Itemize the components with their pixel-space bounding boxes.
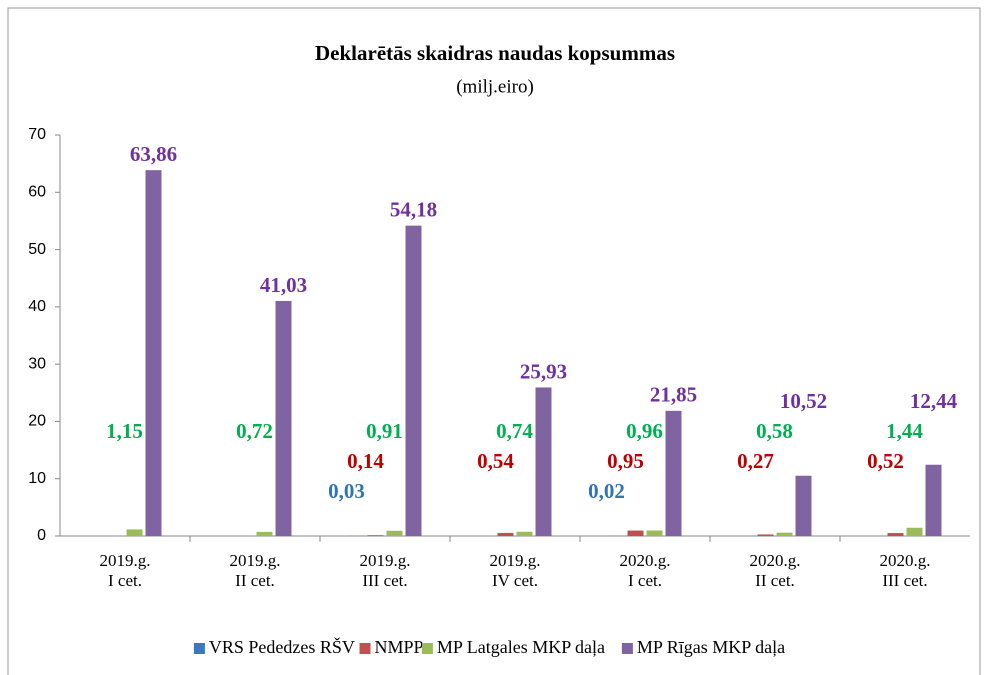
bar [887,533,904,536]
x-tick-label: III cet. [362,571,407,590]
x-tick-label: 2019.g. [230,551,281,570]
legend-swatch [359,643,371,654]
value-label: 10,52 [780,389,827,413]
x-tick-label: II cet. [755,571,795,590]
chart-subtitle: (milj.eiro) [456,76,534,97]
x-tick-label: III cet. [882,571,927,590]
value-label: 0,54 [477,449,514,473]
value-label: 0,03 [328,479,365,503]
value-label: 0,95 [607,449,644,473]
value-label: 63,86 [130,142,177,166]
y-tick-label: 60 [28,184,46,201]
legend-swatch [421,643,433,654]
x-tick-label: 2019.g. [360,551,411,570]
value-label: 1,44 [886,419,923,443]
bar [405,225,422,536]
y-tick-label: 30 [28,355,46,372]
chart-title: Deklarētās skaidras naudas kopsummas [315,41,675,65]
chart-border [7,7,981,675]
bar [497,532,514,536]
bar [256,531,273,536]
x-tick-label: IV cet. [492,571,538,590]
value-label: 21,85 [650,383,697,407]
value-label: 25,93 [520,359,567,383]
x-tick-label: 2020.g. [880,551,931,570]
legend-label: MP Rīgas MKP daļa [637,637,785,657]
legend-label: NMPP [375,637,424,657]
bar [126,529,143,536]
x-tick-label: II cet. [235,571,275,590]
x-tick-label: 2019.g. [490,551,541,570]
y-tick-label: 70 [28,126,46,143]
y-tick-label: 40 [28,298,46,315]
value-label: 1,15 [106,419,143,443]
value-label: 0,52 [867,449,904,473]
bar [386,530,403,536]
bar [795,475,812,536]
legend-swatch [621,643,633,654]
bar [367,535,384,536]
x-tick-label: 2020.g. [750,551,801,570]
bar [627,530,644,536]
y-tick-label: 10 [28,470,46,487]
value-label: 41,03 [260,273,307,297]
bar [275,300,292,536]
bar [646,530,663,536]
x-tick-label: 2019.g. [100,551,151,570]
bar [757,534,774,536]
x-tick-label: I cet. [108,571,142,590]
bar [145,170,162,536]
bar [776,532,793,536]
legend-label: VRS Pededzes RŠV [209,636,355,657]
y-tick-label: 20 [28,413,46,430]
value-label: 0,96 [626,419,663,443]
bar [516,531,533,536]
value-label: 0,58 [756,419,793,443]
bar [925,464,942,536]
value-label: 0,72 [236,419,273,443]
value-label: 0,74 [496,419,533,443]
bar [535,387,552,536]
y-tick-label: 0 [37,527,46,544]
value-label: 0,27 [737,449,774,473]
x-tick-label: 2020.g. [620,551,671,570]
value-label: 54,18 [390,197,437,221]
bar [906,527,923,536]
value-label: 0,02 [588,479,625,503]
value-label: 12,44 [910,389,958,413]
legend-swatch [193,643,205,654]
x-tick-label: I cet. [628,571,662,590]
value-label: 0,91 [366,419,403,443]
legend-label: MP Latgales MKP daļa [437,637,605,657]
y-tick-label: 50 [28,241,46,258]
value-label: 0,14 [347,449,384,473]
bar [665,410,682,536]
